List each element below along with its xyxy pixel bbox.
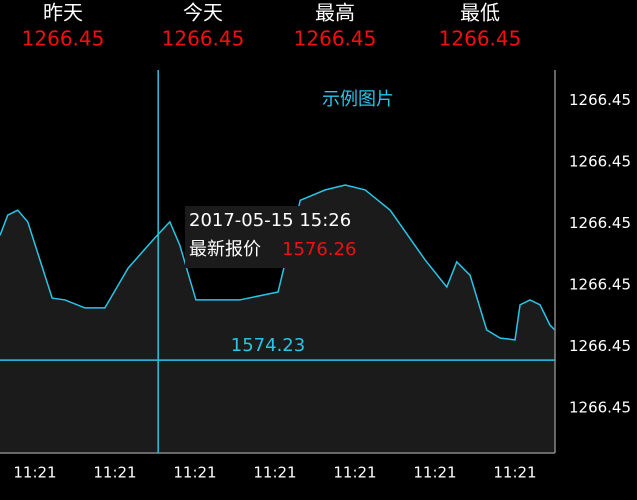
stat-value: 1266.45 [22,27,105,51]
x-tick-label: 11:21 [13,464,56,482]
stat-value: 1266.45 [294,27,377,51]
x-tick-label: 11:21 [413,464,456,482]
stat-value: 1266.45 [162,27,245,51]
x-tick-label: 11:21 [93,464,136,482]
x-tick-label: 11:21 [253,464,296,482]
y-tick-label: 1266.45 [569,337,631,355]
chart-title: 示例图片 [322,89,394,110]
tooltip-time: 2017-05-15 15:26 [189,210,351,231]
price-line [0,184,556,341]
stat-value: 1266.45 [439,27,522,51]
x-tick-label: 11:21 [173,464,216,482]
crosshair-label: 1574.23 [231,335,305,356]
plot [0,184,556,453]
stat-label: 昨天 [43,1,83,25]
stat-label: 最低 [460,1,500,25]
x-tick-label: 11:21 [333,464,376,482]
stat-label: 最高 [315,1,355,25]
y-tick-label: 1266.45 [569,276,631,294]
x-tick-label: 11:21 [493,464,536,482]
tooltip-price: 1576.26 [282,239,356,260]
tooltip-label: 最新报价 [189,239,261,260]
y-tick-label: 1266.45 [569,91,631,109]
y-tick-label: 1266.45 [569,153,631,171]
tooltip-box [185,206,375,268]
y-tick-label: 1266.45 [569,214,631,232]
y-tick-label: 1266.45 [569,399,631,417]
area [0,184,555,453]
stat-label: 今天 [183,1,223,25]
